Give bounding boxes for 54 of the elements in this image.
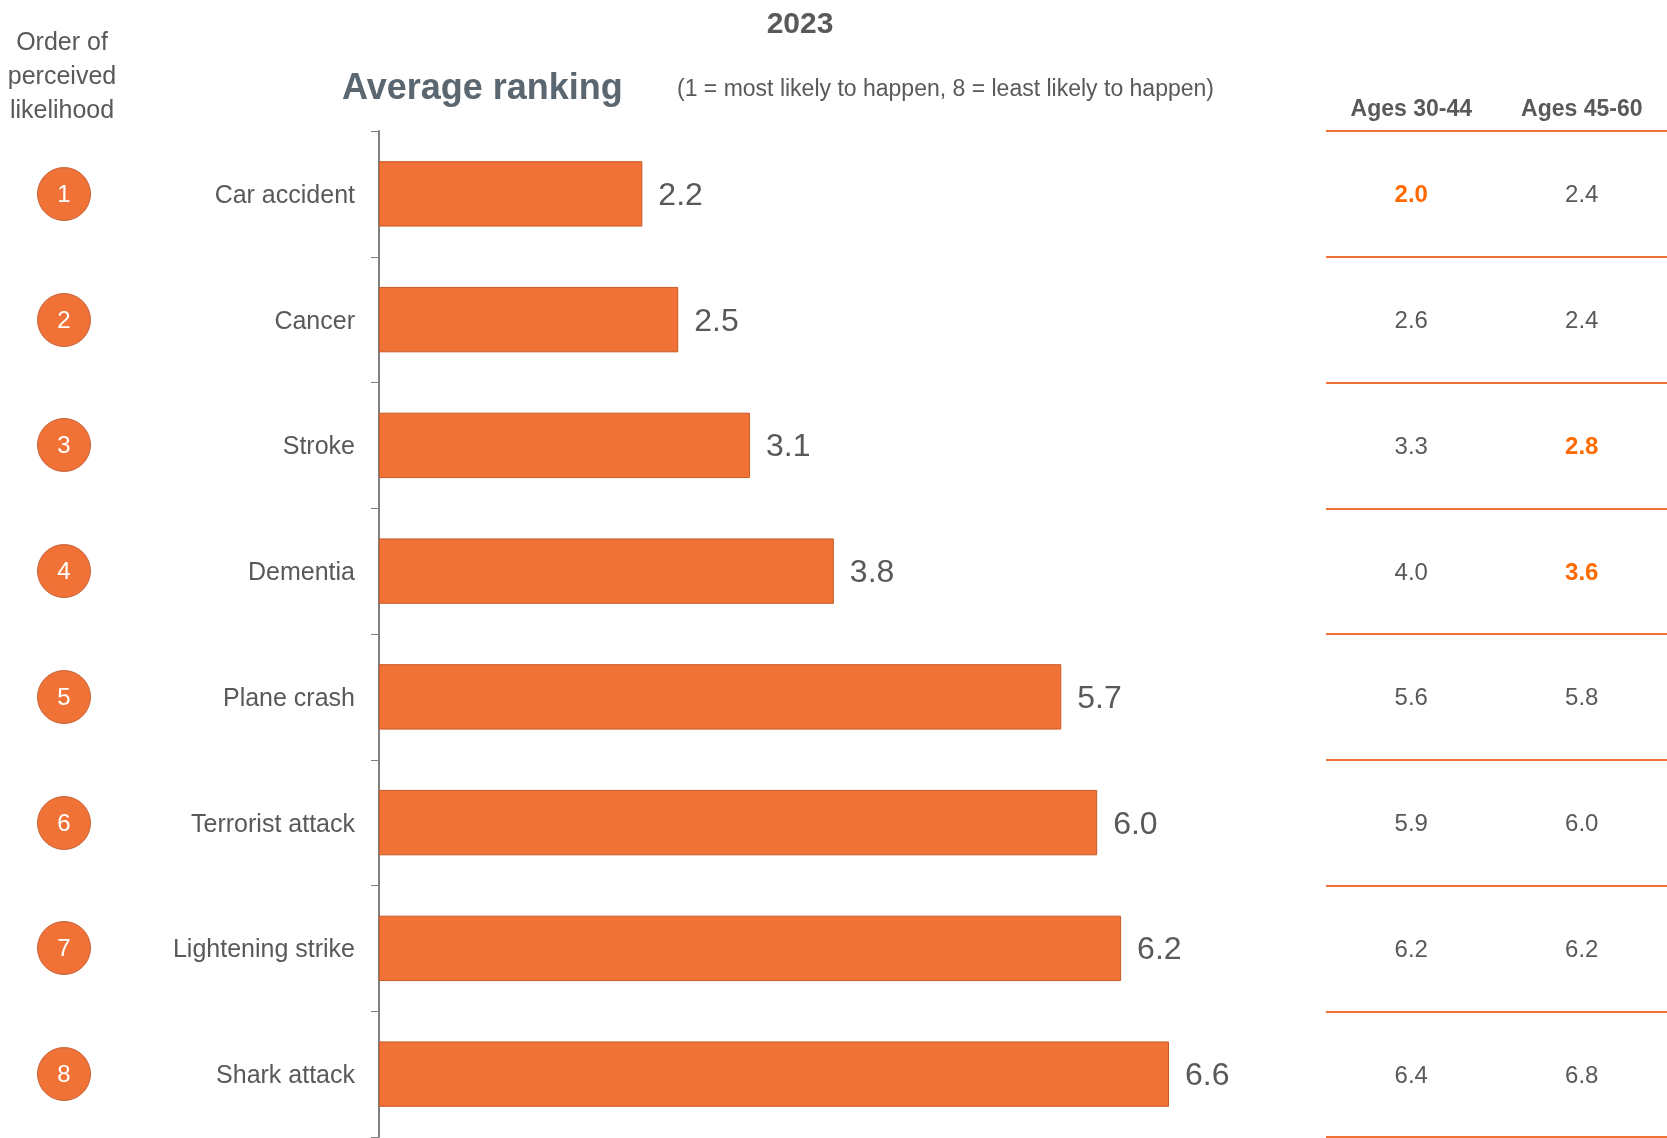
data-label: 2.4 <box>1565 306 1599 334</box>
data-label: 3.6 <box>1565 557 1599 585</box>
x-tick-label: Ages 45-60 <box>1521 94 1643 121</box>
rank-badge: 1 <box>37 166 91 221</box>
data-label: 2.4 <box>1565 180 1599 208</box>
bar <box>379 664 1062 730</box>
data-label: 2.6 <box>1394 306 1428 334</box>
y-tick-label: Terrorist attack <box>191 808 356 837</box>
bar <box>379 1041 1169 1107</box>
rank-badge: 7 <box>37 921 91 976</box>
bar <box>379 412 751 479</box>
data-label: 3.1 <box>766 427 811 464</box>
text: Order of perceived likelihood <box>6 26 118 125</box>
y-tick-label: Plane crash <box>222 682 355 711</box>
rank-badge: 4 <box>37 544 91 599</box>
data-label: 6.0 <box>1565 809 1599 837</box>
y-tick-label: Car accident <box>214 179 356 208</box>
rank-badge: 5 <box>37 669 91 724</box>
rank-badge: 8 <box>37 1047 91 1102</box>
data-label: 6.4 <box>1394 1060 1428 1088</box>
y-tick-label: Stroke <box>282 431 355 460</box>
data-label: 6.8 <box>1565 1060 1599 1088</box>
rank-badge: 3 <box>37 418 91 473</box>
text: (1 = most likely to happen, 8 = least likely to happen) <box>677 75 1214 102</box>
data-label: 5.6 <box>1394 683 1428 711</box>
rank-badge: 2 <box>37 292 91 347</box>
data-label: 2.8 <box>1565 431 1599 459</box>
data-label: 5.9 <box>1394 809 1428 837</box>
bar <box>379 915 1122 982</box>
rank-badge: 6 <box>37 795 91 850</box>
data-label: 4.0 <box>1394 557 1428 585</box>
data-label: 2.0 <box>1394 180 1428 208</box>
y-tick-label: Lightening strike <box>172 934 355 963</box>
chart-title: 2023 <box>766 6 834 39</box>
data-label: 6.6 <box>1185 1056 1230 1093</box>
data-label: 6.2 <box>1565 934 1599 962</box>
data-label: 6.2 <box>1137 930 1182 967</box>
data-label: 5.7 <box>1077 678 1122 715</box>
y-tick-label: Dementia <box>248 557 356 586</box>
data-label: 3.8 <box>849 553 895 590</box>
data-label: 6.0 <box>1113 804 1158 841</box>
data-label: 2.5 <box>694 301 739 338</box>
bar <box>379 789 1098 856</box>
data-label: 2.2 <box>658 175 703 212</box>
y-tick-label: Shark attack <box>216 1060 356 1089</box>
data-label: 6.2 <box>1394 934 1428 962</box>
chart-subtitle: Average ranking <box>342 66 623 108</box>
x-tick-label: Ages 30-44 <box>1350 94 1473 121</box>
data-label: 5.8 <box>1565 683 1599 711</box>
bar <box>379 161 643 227</box>
y-tick-label: Cancer <box>274 305 355 334</box>
bar <box>379 538 834 604</box>
data-label: 3.3 <box>1394 431 1428 459</box>
bar <box>379 286 679 353</box>
